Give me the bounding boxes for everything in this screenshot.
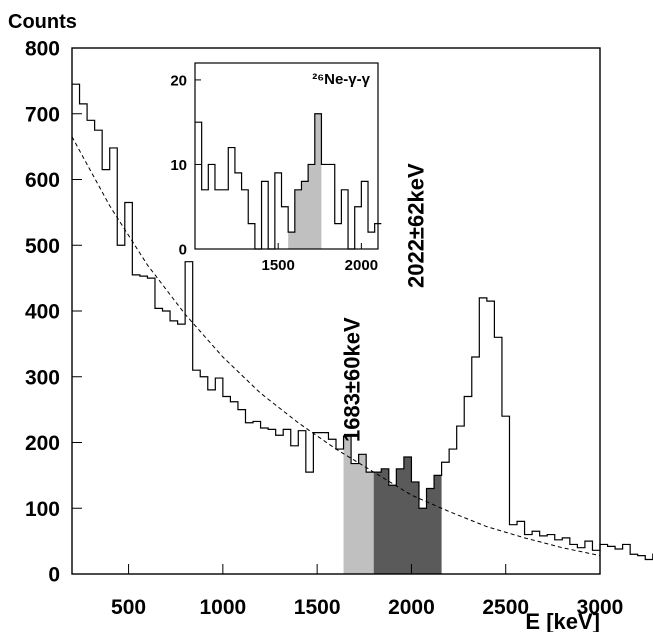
inset-label: ²⁶Ne-γ-γ [312, 71, 370, 88]
y-axis-title: Counts [8, 11, 77, 33]
y-tick-label: 700 [25, 103, 60, 126]
y-tick-label: 800 [25, 38, 60, 61]
y-tick-label: 600 [25, 169, 60, 192]
background-fit-line [71, 136, 601, 557]
x-tick-label: 2500 [482, 596, 529, 619]
y-tick-label: 0 [179, 241, 187, 258]
y-tick-label: 400 [25, 301, 60, 324]
y-tick-label: 20 [170, 72, 187, 89]
x-tick-label: 2000 [345, 257, 378, 274]
y-tick-label: 500 [25, 235, 60, 258]
y-tick-label: 200 [25, 432, 60, 455]
inset-background [195, 63, 378, 249]
peak-annotation: 1683±60keV [340, 317, 365, 442]
y-tick-label: 0 [48, 564, 60, 587]
shaded-region-1 [373, 456, 442, 574]
x-tick-label: 1500 [261, 257, 294, 274]
shaded-region-0 [343, 435, 374, 574]
histogram-line [72, 83, 653, 561]
x-tick-label: 1500 [294, 596, 341, 619]
y-tick-label: 10 [170, 157, 187, 174]
y-tick-label: 300 [25, 366, 60, 389]
x-tick-label: 500 [111, 596, 146, 619]
peak-annotation: 2022±62keV [404, 163, 429, 288]
plot-frame [194, 62, 379, 250]
x-axis-title: E [keV] [525, 609, 600, 632]
x-tick-label: 2000 [388, 596, 435, 619]
y-tick-label: 100 [25, 498, 60, 521]
x-tick-label: 3000 [577, 596, 624, 619]
x-tick-label: 1000 [199, 596, 246, 619]
